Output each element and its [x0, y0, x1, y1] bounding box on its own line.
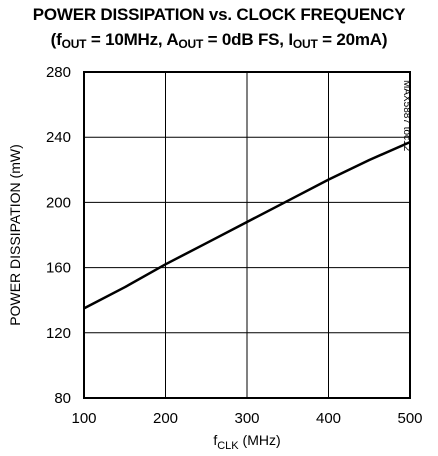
x-axis-label-sub: CLK [217, 440, 239, 452]
x-tick-label: 200 [153, 410, 178, 427]
y-tick-label: 200 [46, 194, 71, 211]
chart-title: POWER DISSIPATION vs. CLOCK FREQUENCY [32, 5, 406, 24]
subtitle-fout-sub: OUT [61, 37, 87, 51]
subtitle-aout-sub: OUT [178, 37, 204, 51]
series-line [83, 140, 411, 310]
subtitle-open: (f [50, 30, 62, 49]
watermark: MAX5887 toc12 [401, 80, 412, 152]
x-axis-label-main: f [213, 432, 217, 448]
y-tick-label: 280 [46, 64, 71, 81]
x-axis-label: fCLK (MHz) [213, 432, 280, 452]
x-tick-label: 300 [234, 410, 259, 427]
subtitle-iout-eq: = 20mA) [317, 30, 388, 49]
subtitle-fout-eq: = 10MHz, A [86, 30, 179, 49]
chart-subtitle: (fOUT = 10MHz, AOUT = 0dB FS, IOUT = 20m… [0, 30, 438, 50]
y-axis-label: POWER DISSIPATION (mW) [7, 144, 23, 325]
series-layer [83, 140, 411, 310]
grid [83, 71, 411, 399]
y-tick-label: 240 [46, 129, 71, 146]
x-axis-label-unit: (MHz) [239, 432, 281, 448]
x-tick-label: 400 [316, 410, 341, 427]
y-tick-label: 160 [46, 260, 71, 277]
x-tick-labels: 100 200 300 400 500 [71, 410, 422, 427]
y-tick-label: 80 [54, 390, 71, 407]
x-tick-label: 100 [71, 410, 96, 427]
plot-frame [83, 71, 411, 399]
x-tick-label: 500 [397, 410, 422, 427]
subtitle-iout-sub: OUT [292, 37, 318, 51]
y-tick-label: 120 [46, 325, 71, 342]
subtitle-aout-eq: = 0dB FS, I [203, 30, 293, 49]
y-tick-labels: 80 120 160 200 240 280 [46, 64, 71, 407]
